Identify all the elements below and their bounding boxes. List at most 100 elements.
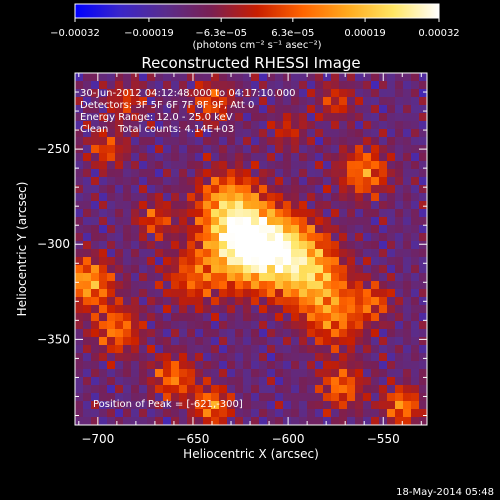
heatmap-cell: [203, 97, 212, 106]
heatmap-cell: [131, 217, 140, 226]
heatmap-cell: [419, 209, 427, 218]
heatmap-cell: [403, 217, 412, 226]
heatmap-cell: [283, 217, 292, 226]
heatmap-cell: [283, 305, 292, 314]
heatmap-cell: [75, 161, 84, 170]
heatmap-cell: [299, 129, 308, 138]
heatmap-cell: [179, 393, 188, 402]
heatmap-cell: [115, 209, 124, 218]
heatmap-cell: [179, 105, 188, 114]
heatmap-cell: [155, 321, 164, 330]
heatmap-cell: [83, 289, 92, 298]
heatmap-cell: [219, 185, 228, 194]
heatmap-cell: [331, 89, 340, 98]
heatmap-cell: [219, 241, 228, 250]
heatmap-cell: [203, 289, 212, 298]
heatmap-cell: [347, 113, 356, 122]
heatmap-cell: [235, 345, 244, 354]
heatmap-cell: [419, 273, 427, 282]
heatmap-cell: [163, 73, 172, 82]
heatmap-cell: [139, 169, 148, 178]
heatmap-cell: [267, 113, 276, 122]
heatmap-cell: [195, 257, 204, 266]
heatmap-cell: [299, 273, 308, 282]
heatmap-cell: [347, 305, 356, 314]
heatmap-cell: [347, 97, 356, 106]
heatmap-cell: [299, 193, 308, 202]
heatmap-cell: [155, 289, 164, 298]
heatmap-cell: [227, 137, 236, 146]
heatmap-cell: [91, 129, 100, 138]
heatmap-cell: [75, 249, 84, 258]
heatmap-cell: [155, 81, 164, 90]
heatmap-cell: [411, 257, 420, 266]
heatmap-cell: [307, 169, 316, 178]
heatmap-cell: [355, 281, 364, 290]
heatmap-cell: [283, 385, 292, 394]
heatmap-cell: [411, 313, 420, 322]
heatmap-cell: [227, 353, 236, 362]
heatmap-cell: [131, 153, 140, 162]
heatmap-cell: [139, 281, 148, 290]
heatmap-cell: [123, 209, 132, 218]
heatmap-cell: [339, 361, 348, 370]
heatmap-cell: [251, 185, 260, 194]
heatmap-cell: [371, 377, 380, 386]
heatmap-cell: [299, 137, 308, 146]
heatmap-cell: [179, 297, 188, 306]
heatmap-cell: [179, 321, 188, 330]
heatmap-cell: [243, 145, 252, 154]
heatmap-cell: [147, 265, 156, 274]
heatmap-cell: [331, 225, 340, 234]
heatmap-cell: [147, 225, 156, 234]
heatmap-cell: [147, 249, 156, 258]
heatmap-cell: [243, 273, 252, 282]
heatmap-cell: [163, 305, 172, 314]
heatmap-cell: [243, 233, 252, 242]
heatmap-cell: [299, 249, 308, 258]
heatmap-cell: [419, 401, 427, 410]
heatmap-cell: [139, 337, 148, 346]
heatmap-cell: [347, 345, 356, 354]
heatmap-cell: [395, 409, 404, 418]
heatmap-cell: [323, 145, 332, 154]
heatmap-cell: [235, 81, 244, 90]
heatmap-cell: [75, 97, 84, 106]
heatmap-cell: [379, 281, 388, 290]
heatmap-cell: [379, 185, 388, 194]
heatmap-cell: [211, 409, 220, 418]
heatmap-cell: [355, 289, 364, 298]
heatmap-cell: [395, 321, 404, 330]
heatmap-cell: [123, 193, 132, 202]
heatmap-cell: [283, 97, 292, 106]
heatmap-cell: [187, 297, 196, 306]
heatmap-cell: [371, 169, 380, 178]
heatmap-cell: [187, 393, 196, 402]
heatmap-cell: [307, 393, 316, 402]
heatmap-cell: [323, 73, 332, 82]
heatmap-cell: [243, 137, 252, 146]
heatmap-cell: [307, 177, 316, 186]
heatmap-cell: [411, 177, 420, 186]
heatmap-cell: [307, 233, 316, 242]
heatmap-cell: [411, 193, 420, 202]
heatmap-cell: [203, 321, 212, 330]
heatmap-cell: [243, 129, 252, 138]
heatmap-cell: [283, 265, 292, 274]
heatmap-cell: [243, 305, 252, 314]
heatmap-cell: [179, 289, 188, 298]
heatmap-cell: [291, 417, 300, 425]
heatmap-cell: [307, 273, 316, 282]
heatmap-cell: [347, 369, 356, 378]
heatmap-cell: [179, 265, 188, 274]
heatmap-cell: [323, 265, 332, 274]
heatmap-cell: [387, 105, 396, 114]
heatmap-cell: [83, 257, 92, 266]
heatmap-cell: [187, 409, 196, 418]
heatmap-cell: [251, 73, 260, 82]
heatmap-cell: [147, 409, 156, 418]
heatmap-cell: [251, 193, 260, 202]
heatmap-cell: [267, 145, 276, 154]
heatmap-cell: [411, 129, 420, 138]
heatmap-cell: [275, 73, 284, 82]
